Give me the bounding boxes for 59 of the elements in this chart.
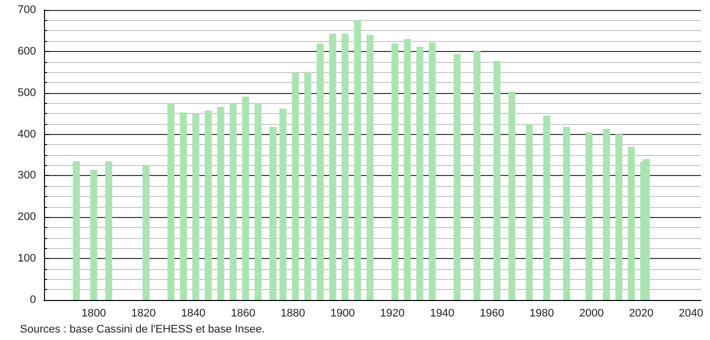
bar (586, 132, 593, 300)
x-tick-label: 1920 (380, 308, 405, 320)
x-tick-label: 2040 (678, 308, 704, 320)
bar (366, 34, 374, 300)
bar (391, 44, 398, 300)
bar (204, 110, 212, 300)
bar (642, 159, 650, 300)
bar (404, 39, 411, 300)
bar (142, 164, 150, 300)
bar (329, 34, 336, 300)
source-note: Sources : base Cassini de l'EHESS et base Insee. (20, 324, 265, 336)
bar (508, 92, 516, 300)
x-tick-label: 1880 (280, 308, 306, 320)
bar (180, 112, 187, 300)
x-tick-label: 1980 (529, 308, 554, 320)
x-tick-label: 1860 (230, 308, 256, 320)
bar (292, 72, 299, 300)
x-tick-label: 1940 (430, 308, 454, 320)
y-tick-label: 300 (18, 170, 36, 182)
y-tick-label: 500 (18, 86, 36, 99)
bar (192, 114, 200, 300)
y-tick-label: 400 (18, 128, 36, 140)
bar (230, 104, 237, 300)
x-tick-label: 1800 (82, 308, 106, 320)
bar (454, 54, 461, 300)
bar (304, 72, 312, 300)
bar (428, 42, 436, 300)
x-tick-label: 1900 (330, 308, 355, 320)
x-tick-label: 2000 (579, 308, 604, 320)
bar (72, 161, 80, 300)
y-tick-label: 100 (18, 252, 36, 265)
x-tick-label: 1820 (131, 308, 156, 320)
y-tick-label: 200 (18, 211, 36, 224)
y-tick-label: 600 (18, 45, 36, 58)
bar (628, 146, 635, 300)
bar (615, 134, 622, 300)
y-tick-label: 0 (30, 294, 36, 306)
bar (354, 20, 362, 300)
bar (217, 106, 224, 300)
bar (342, 34, 349, 300)
bar (279, 108, 286, 300)
y-tick-label: 700 (18, 4, 36, 16)
bar (563, 126, 570, 300)
bar (602, 128, 610, 300)
bar (269, 126, 276, 300)
x-tick-label: 1960 (480, 308, 504, 320)
bar (316, 44, 324, 300)
bar (416, 46, 424, 300)
bar (167, 103, 174, 300)
bar (543, 116, 550, 300)
bar (105, 161, 112, 300)
bar (90, 170, 98, 300)
bar (474, 50, 481, 300)
bar (526, 124, 533, 300)
bar (254, 103, 262, 300)
x-tick-label: 2020 (629, 308, 654, 320)
x-tick-label: 1840 (181, 308, 206, 320)
bar (242, 96, 250, 300)
bar (493, 60, 500, 300)
